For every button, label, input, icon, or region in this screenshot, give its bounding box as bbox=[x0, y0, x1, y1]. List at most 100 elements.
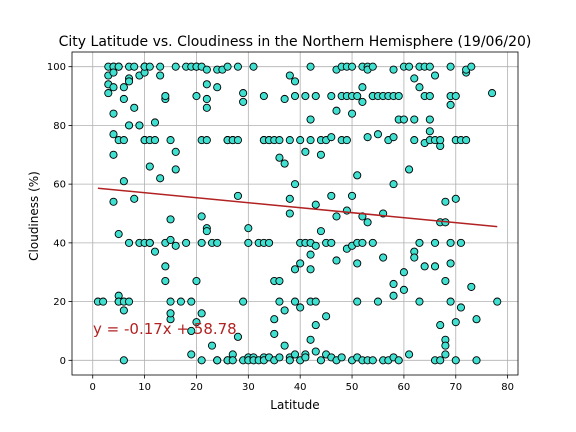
data-point bbox=[467, 282, 476, 291]
data-points bbox=[93, 62, 502, 365]
data-point bbox=[197, 212, 206, 221]
data-point bbox=[446, 100, 455, 109]
data-point bbox=[441, 350, 450, 359]
data-point bbox=[301, 147, 310, 156]
data-point bbox=[202, 136, 211, 145]
data-point bbox=[296, 303, 305, 312]
data-point bbox=[145, 162, 154, 171]
data-point bbox=[228, 356, 237, 365]
data-point bbox=[358, 97, 367, 106]
data-point bbox=[327, 133, 336, 142]
data-point bbox=[244, 238, 253, 247]
data-point bbox=[430, 238, 440, 247]
data-point bbox=[223, 62, 232, 71]
data-point bbox=[311, 297, 320, 306]
data-point bbox=[322, 312, 331, 321]
data-point bbox=[124, 121, 134, 130]
y-tick-label: 20 bbox=[53, 297, 66, 308]
data-point bbox=[337, 353, 346, 362]
data-point bbox=[311, 91, 320, 101]
data-point bbox=[472, 315, 481, 324]
data-point bbox=[368, 356, 377, 365]
data-point bbox=[451, 194, 460, 203]
data-point bbox=[135, 121, 144, 130]
data-point bbox=[425, 115, 434, 124]
data-point bbox=[347, 191, 357, 200]
data-point bbox=[156, 62, 165, 71]
data-point bbox=[176, 297, 185, 306]
data-point bbox=[265, 238, 274, 247]
data-point bbox=[285, 194, 294, 203]
data-point bbox=[285, 356, 294, 365]
data-point bbox=[275, 276, 284, 286]
data-point bbox=[430, 71, 440, 80]
data-point bbox=[462, 136, 471, 145]
data-point bbox=[166, 235, 175, 244]
data-point bbox=[99, 297, 108, 306]
data-point bbox=[451, 91, 460, 101]
data-point bbox=[171, 241, 180, 250]
data-point bbox=[420, 262, 429, 271]
data-point bbox=[130, 103, 139, 112]
data-point bbox=[389, 65, 398, 74]
data-point bbox=[399, 268, 408, 277]
data-point bbox=[451, 318, 460, 327]
data-point bbox=[436, 136, 445, 145]
data-point bbox=[270, 315, 279, 324]
data-point bbox=[363, 218, 372, 227]
data-point bbox=[275, 353, 284, 362]
data-point bbox=[311, 321, 320, 330]
axis-ticks: 0 10 20 30 40 50 60 70 80 0 20 40 60 80 100 bbox=[47, 62, 514, 393]
data-point bbox=[233, 62, 243, 71]
x-tick-label: 30 bbox=[242, 382, 255, 393]
y-tick-label: 0 bbox=[60, 356, 66, 367]
data-point bbox=[119, 94, 128, 104]
data-point bbox=[145, 62, 154, 71]
data-point bbox=[280, 306, 289, 315]
data-point bbox=[373, 130, 383, 139]
data-point bbox=[436, 321, 445, 330]
data-point bbox=[394, 356, 403, 365]
data-point bbox=[290, 91, 300, 101]
data-point bbox=[192, 91, 201, 101]
data-point bbox=[441, 341, 450, 350]
data-point bbox=[306, 62, 315, 71]
data-point bbox=[441, 197, 450, 206]
data-point bbox=[166, 297, 175, 306]
data-point bbox=[410, 74, 419, 83]
data-point bbox=[202, 94, 211, 104]
data-point bbox=[446, 297, 455, 306]
data-point bbox=[239, 297, 248, 306]
data-point bbox=[104, 89, 113, 98]
data-point bbox=[441, 276, 450, 286]
data-point bbox=[425, 91, 434, 101]
data-point bbox=[368, 62, 377, 71]
x-tick-label: 20 bbox=[190, 382, 203, 393]
data-point bbox=[425, 62, 434, 71]
data-point bbox=[213, 356, 222, 365]
data-point bbox=[171, 147, 180, 156]
x-tick-label: 40 bbox=[294, 382, 307, 393]
data-point bbox=[436, 356, 445, 365]
data-point bbox=[109, 68, 118, 77]
y-tick-label: 100 bbox=[47, 62, 66, 73]
data-point bbox=[249, 62, 258, 71]
y-axis-label: Cloudiness (%) bbox=[27, 171, 41, 261]
data-point bbox=[187, 350, 196, 359]
data-point bbox=[119, 306, 128, 315]
data-point bbox=[270, 329, 279, 338]
x-tick-label: 0 bbox=[90, 382, 96, 393]
data-point bbox=[415, 297, 424, 306]
data-point bbox=[124, 297, 134, 306]
data-point bbox=[405, 165, 414, 174]
data-point bbox=[296, 136, 305, 145]
data-point bbox=[332, 256, 341, 265]
data-point bbox=[311, 241, 320, 250]
data-point bbox=[311, 200, 320, 209]
data-point bbox=[446, 62, 455, 71]
regression-line bbox=[97, 187, 498, 228]
data-point bbox=[109, 83, 118, 92]
data-point bbox=[467, 62, 476, 71]
data-point bbox=[119, 177, 128, 186]
data-point bbox=[290, 180, 300, 189]
